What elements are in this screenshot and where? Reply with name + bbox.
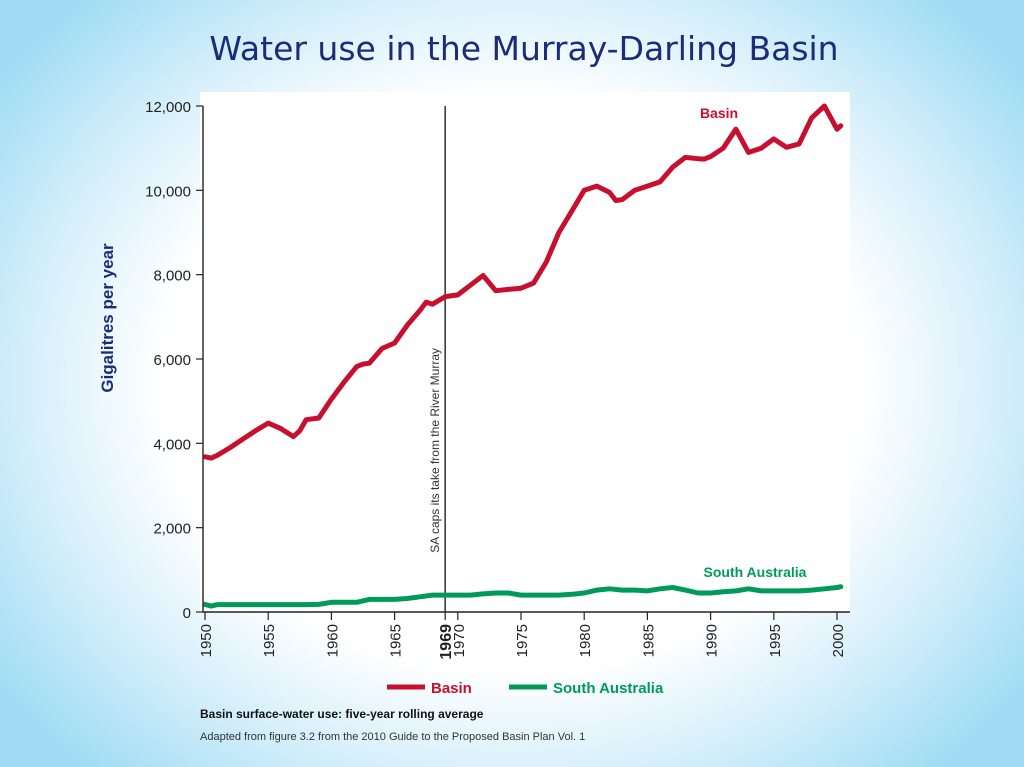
series-layer — [202, 103, 844, 609]
caption-title: Basin surface-water use: five-year rolli… — [200, 707, 484, 721]
x-tick-label: 1960 — [324, 624, 341, 657]
y-tick-label: 8,000 — [153, 268, 191, 285]
series-labels: Basin South Australia — [700, 105, 807, 580]
x-tick-label: 1955 — [261, 624, 278, 657]
x-tick-label: 1985 — [640, 624, 657, 657]
plot-area — [200, 92, 850, 612]
legend: Basin South Australia — [387, 680, 664, 697]
y-tick-label: 2,000 — [153, 521, 191, 538]
basin-series-line — [202, 103, 844, 461]
y-axis-ticks: 0 2,000 4,000 6,000 8,000 10,000 12,000 — [145, 99, 203, 622]
chart-title: Water use in the Murray-Darling Basin — [209, 29, 838, 68]
legend-basin-label: Basin — [431, 680, 472, 697]
y-axis-title: Gigalitres per year — [98, 243, 117, 393]
basin-series-label: Basin — [700, 105, 738, 121]
y-tick-label: 6,000 — [153, 352, 191, 369]
y-tick-label: 0 — [183, 605, 191, 622]
x-tick-label: 1990 — [704, 624, 721, 657]
x-tick-label: 1950 — [198, 624, 215, 657]
y-tick-label: 10,000 — [145, 183, 191, 200]
annotation-text: SA caps its take from the River Murray — [428, 348, 442, 553]
south-australia-series-label: South Australia — [704, 564, 807, 580]
x-tick-label: 1965 — [388, 624, 405, 657]
x-tick-label: 1970 — [451, 624, 468, 657]
y-tick-label: 4,000 — [153, 436, 191, 453]
legend-south-australia-label: South Australia — [553, 680, 664, 697]
x-tick-label: 1980 — [577, 624, 594, 657]
x-tick-label: 1995 — [767, 624, 784, 657]
y-tick-label: 12,000 — [145, 99, 191, 116]
x-tick-label-highlight: 1969 — [438, 624, 455, 660]
caption-source: Adapted from figure 3.2 from the 2010 Gu… — [200, 731, 585, 743]
x-tick-label: 1975 — [514, 624, 531, 657]
x-tick-label: 2000 — [830, 624, 847, 657]
south-australia-series-line — [202, 584, 844, 609]
annotation-layer: SA caps its take from the River Murray — [428, 106, 446, 612]
